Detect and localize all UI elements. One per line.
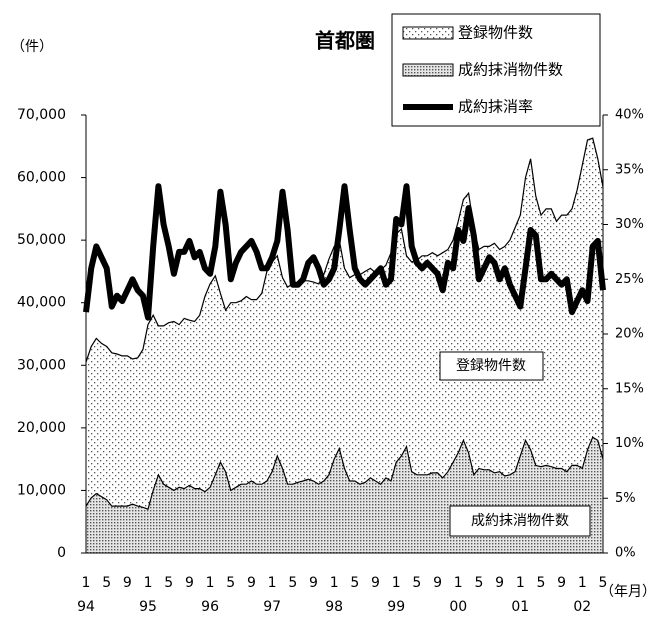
x-tick-label: 5	[412, 575, 421, 591]
x-tick-label: 1	[578, 575, 587, 591]
x-tick-label: 5	[599, 575, 608, 591]
x-tick-label: 9	[557, 575, 566, 591]
x-tick-label: 1	[268, 575, 277, 591]
y2-tick-label: 30%	[615, 217, 644, 232]
y-tick-label: 20,000	[17, 420, 66, 436]
x-group-label: 94	[77, 599, 95, 615]
y2-tick-label: 5%	[615, 491, 636, 506]
area-line	[85, 436, 604, 510]
x-tick-label: 5	[164, 575, 173, 591]
y2-tick-label: 15%	[615, 381, 644, 396]
x-group-label: 02	[573, 599, 591, 615]
x-tick-label: 1	[392, 575, 401, 591]
area-line	[85, 137, 604, 363]
x-tick-label: 1	[454, 575, 463, 591]
x-tick-label: 5	[288, 575, 297, 591]
y-axis-label: （件）	[11, 39, 53, 55]
x-group-label: 97	[263, 599, 281, 615]
y2-tick-label: 0%	[615, 546, 636, 561]
x-tick-label: 1	[144, 575, 153, 591]
annotation: 成約抹消物件数	[471, 513, 569, 529]
x-axis-label: （年月）	[600, 584, 656, 600]
x-tick-label: 9	[495, 575, 504, 591]
plot-area	[81, 114, 608, 554]
y2-tick-label: 40%	[615, 108, 644, 123]
y2-tick-label: 10%	[615, 436, 644, 451]
annotation: 登録物件数	[456, 358, 526, 374]
y-tick-label: 70,000	[17, 107, 66, 123]
x-tick-label: 1	[516, 575, 525, 591]
legend-swatch	[402, 26, 454, 40]
x-tick-label: 1	[330, 575, 339, 591]
y-tick-label: 0	[57, 545, 66, 561]
x-tick-label: 5	[102, 575, 111, 591]
x-group-label: 96	[201, 599, 219, 615]
x-group-label: 98	[325, 599, 343, 615]
y-tick-label: 30,000	[17, 357, 66, 373]
y-tick-label: 60,000	[17, 170, 66, 186]
y-tick-label: 10,000	[17, 482, 66, 498]
annotation-box	[449, 505, 591, 537]
chart-title: 首都圏	[315, 29, 375, 53]
legend-label: 成約抹消率	[458, 98, 533, 116]
x-tick-label: 9	[309, 575, 318, 591]
x-tick-label: 5	[350, 575, 359, 591]
x-tick-label: 9	[185, 575, 194, 591]
legend-label: 成約抹消物件数	[458, 61, 563, 79]
x-tick-label: 9	[123, 575, 132, 591]
x-tick-label: 9	[247, 575, 256, 591]
x-tick-label: 1	[82, 575, 91, 591]
y-tick-label: 40,000	[17, 295, 66, 311]
x-group-label: 95	[139, 599, 157, 615]
x-tick-label: 1	[206, 575, 215, 591]
legend-label: 登録物件数	[458, 24, 533, 42]
x-tick-label: 9	[371, 575, 380, 591]
annotation-box	[439, 351, 544, 381]
y2-tick-label: 25%	[615, 272, 644, 287]
legend-swatch	[402, 63, 454, 77]
x-tick-label: 5	[226, 575, 235, 591]
y2-tick-label: 20%	[615, 327, 644, 342]
y2-tick-label: 35%	[615, 162, 644, 177]
x-tick-label: 5	[536, 575, 545, 591]
y-tick-label: 50,000	[17, 232, 66, 248]
x-tick-label: 9	[433, 575, 442, 591]
x-group-label: 99	[387, 599, 405, 615]
x-tick-label: 5	[474, 575, 483, 591]
x-group-label: 00	[449, 599, 467, 615]
line	[83, 183, 606, 321]
x-group-label: 01	[511, 599, 529, 615]
